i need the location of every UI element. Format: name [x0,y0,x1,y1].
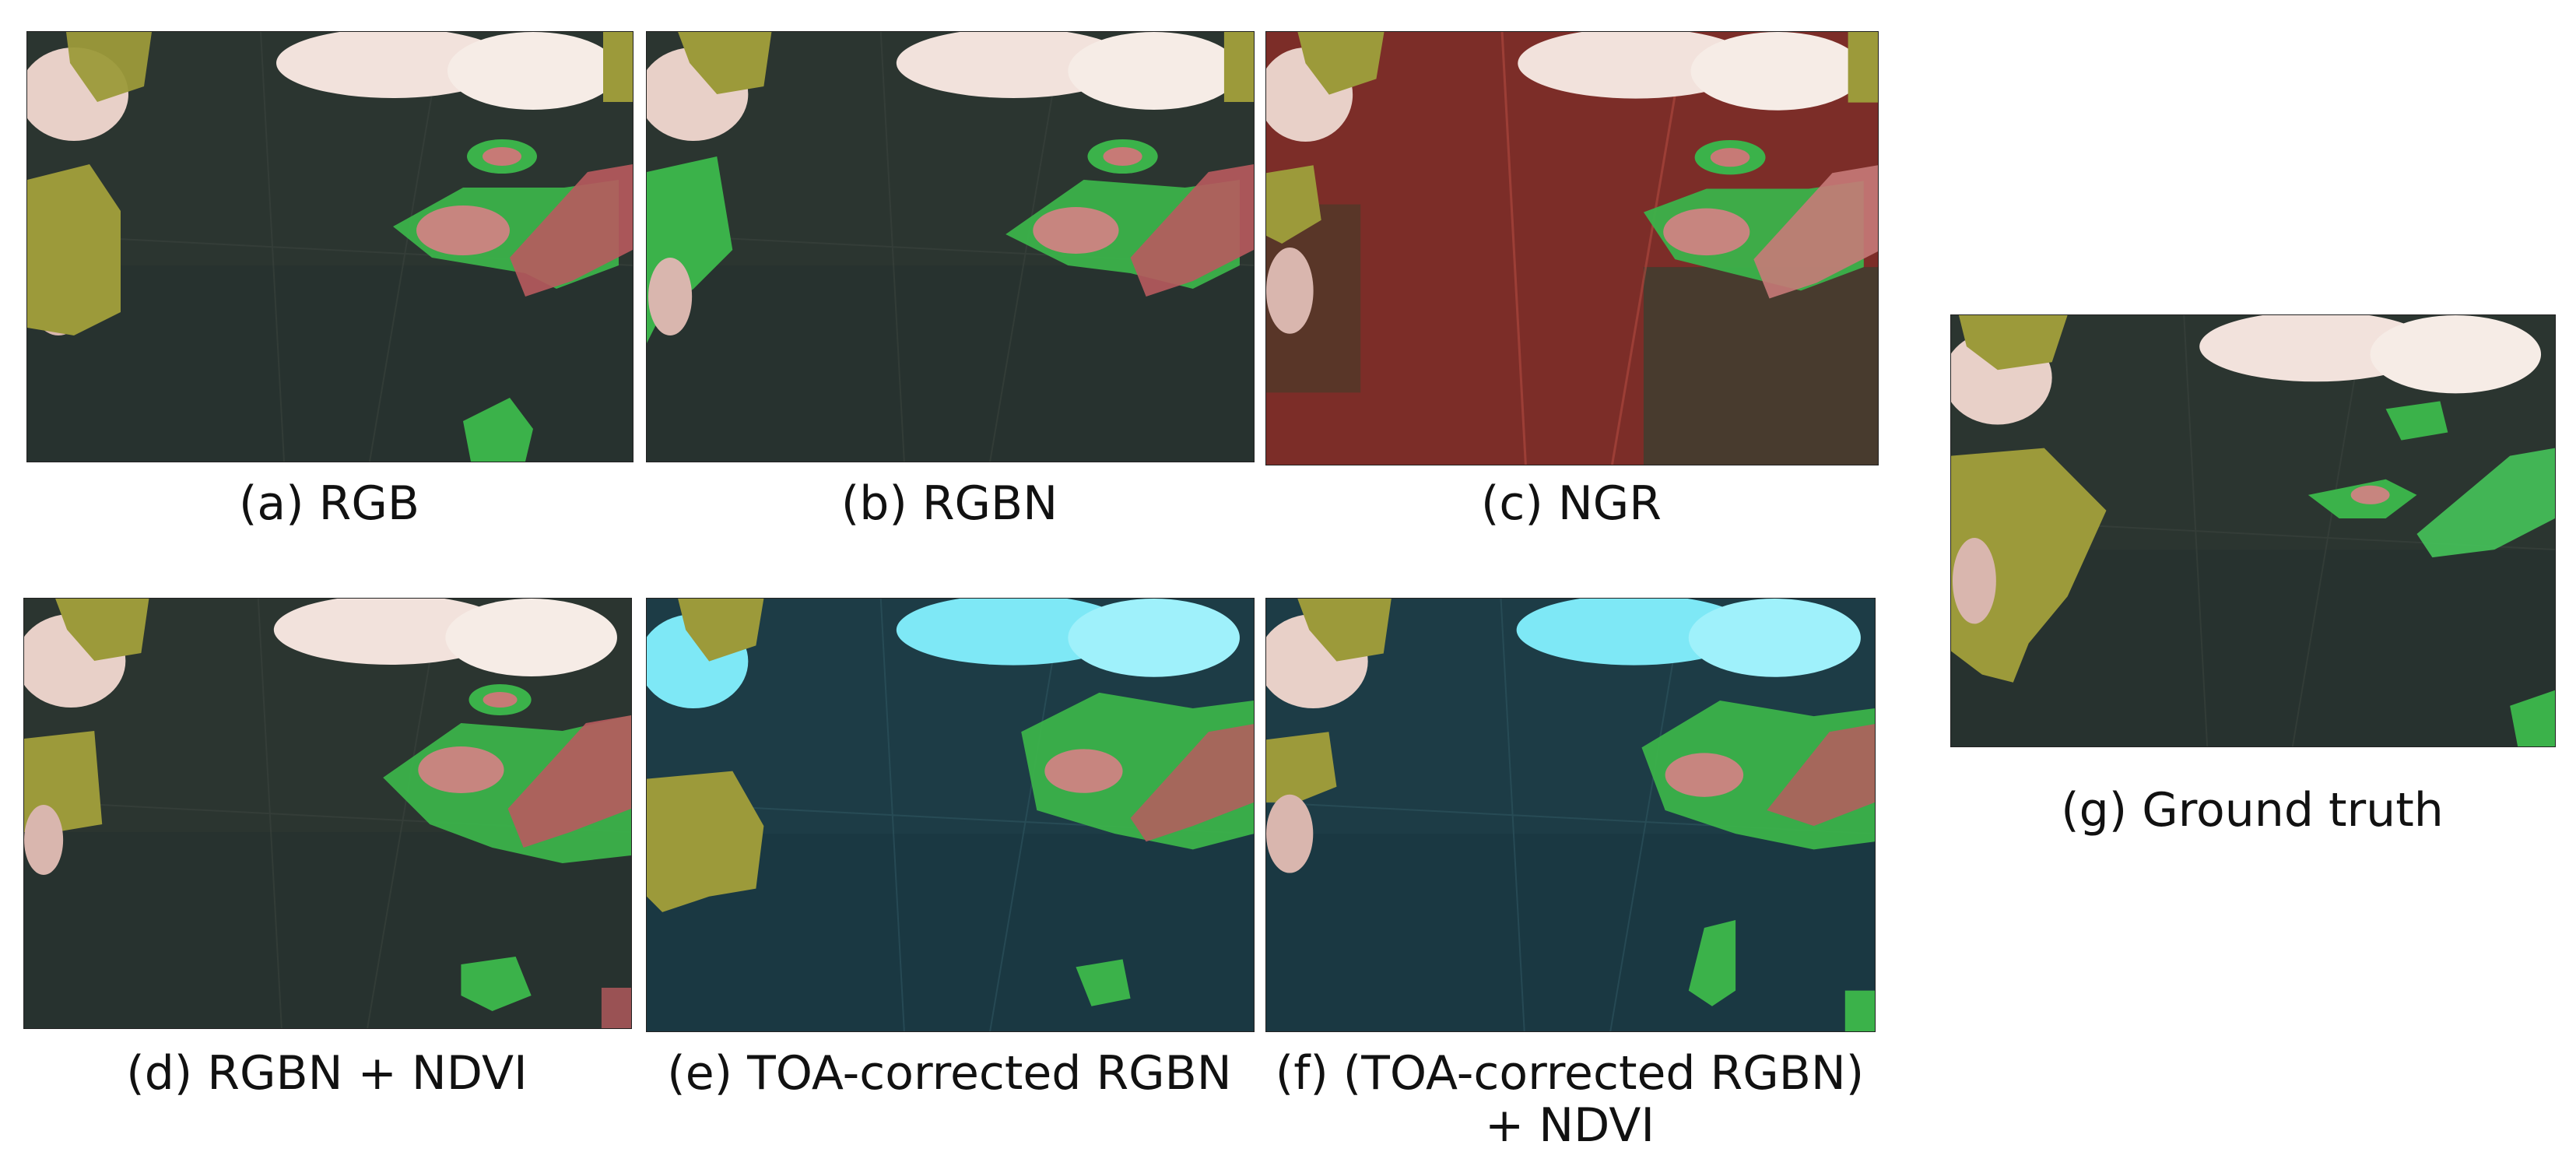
panel-f-toa-corrected-rgbn-ndvi-image [1265,598,1876,1032]
caption-b: (b) RGBN [646,476,1253,531]
caption-e: (e) TOA-corrected RGBN [646,1046,1253,1101]
caption-b-text: (b) RGBN [841,476,1058,531]
caption-g: (g) Ground truth [1950,783,2554,838]
panel-a-rgb-image [26,31,633,462]
caption-a: (a) RGB [26,476,632,531]
panel-d-rgbn-ndvi-image [23,598,632,1029]
panel-c-ngr-image [1265,31,1879,465]
panel-e-toa-corrected-rgbn-image [646,598,1255,1032]
caption-g-text: (g) Ground truth [2061,783,2444,838]
panel-g-ground-truth-image [1950,314,2556,747]
caption-f: (f) (TOA-corrected RGBN) + NDVI [1250,1046,1890,1154]
caption-d-text: (d) RGBN + NDVI [126,1046,528,1101]
caption-f-line2: + NDVI [1484,1098,1655,1154]
caption-c: (c) NGR [1265,476,1877,531]
caption-a-text: (a) RGB [238,476,419,531]
caption-d: (d) RGBN + NDVI [23,1046,630,1101]
caption-f-line1: (f) (TOA-corrected RGBN) [1275,1046,1865,1101]
caption-c-text: (c) NGR [1481,476,1662,531]
panel-b-rgbn-image [646,31,1255,462]
caption-e-text: (e) TOA-corrected RGBN [667,1046,1232,1101]
